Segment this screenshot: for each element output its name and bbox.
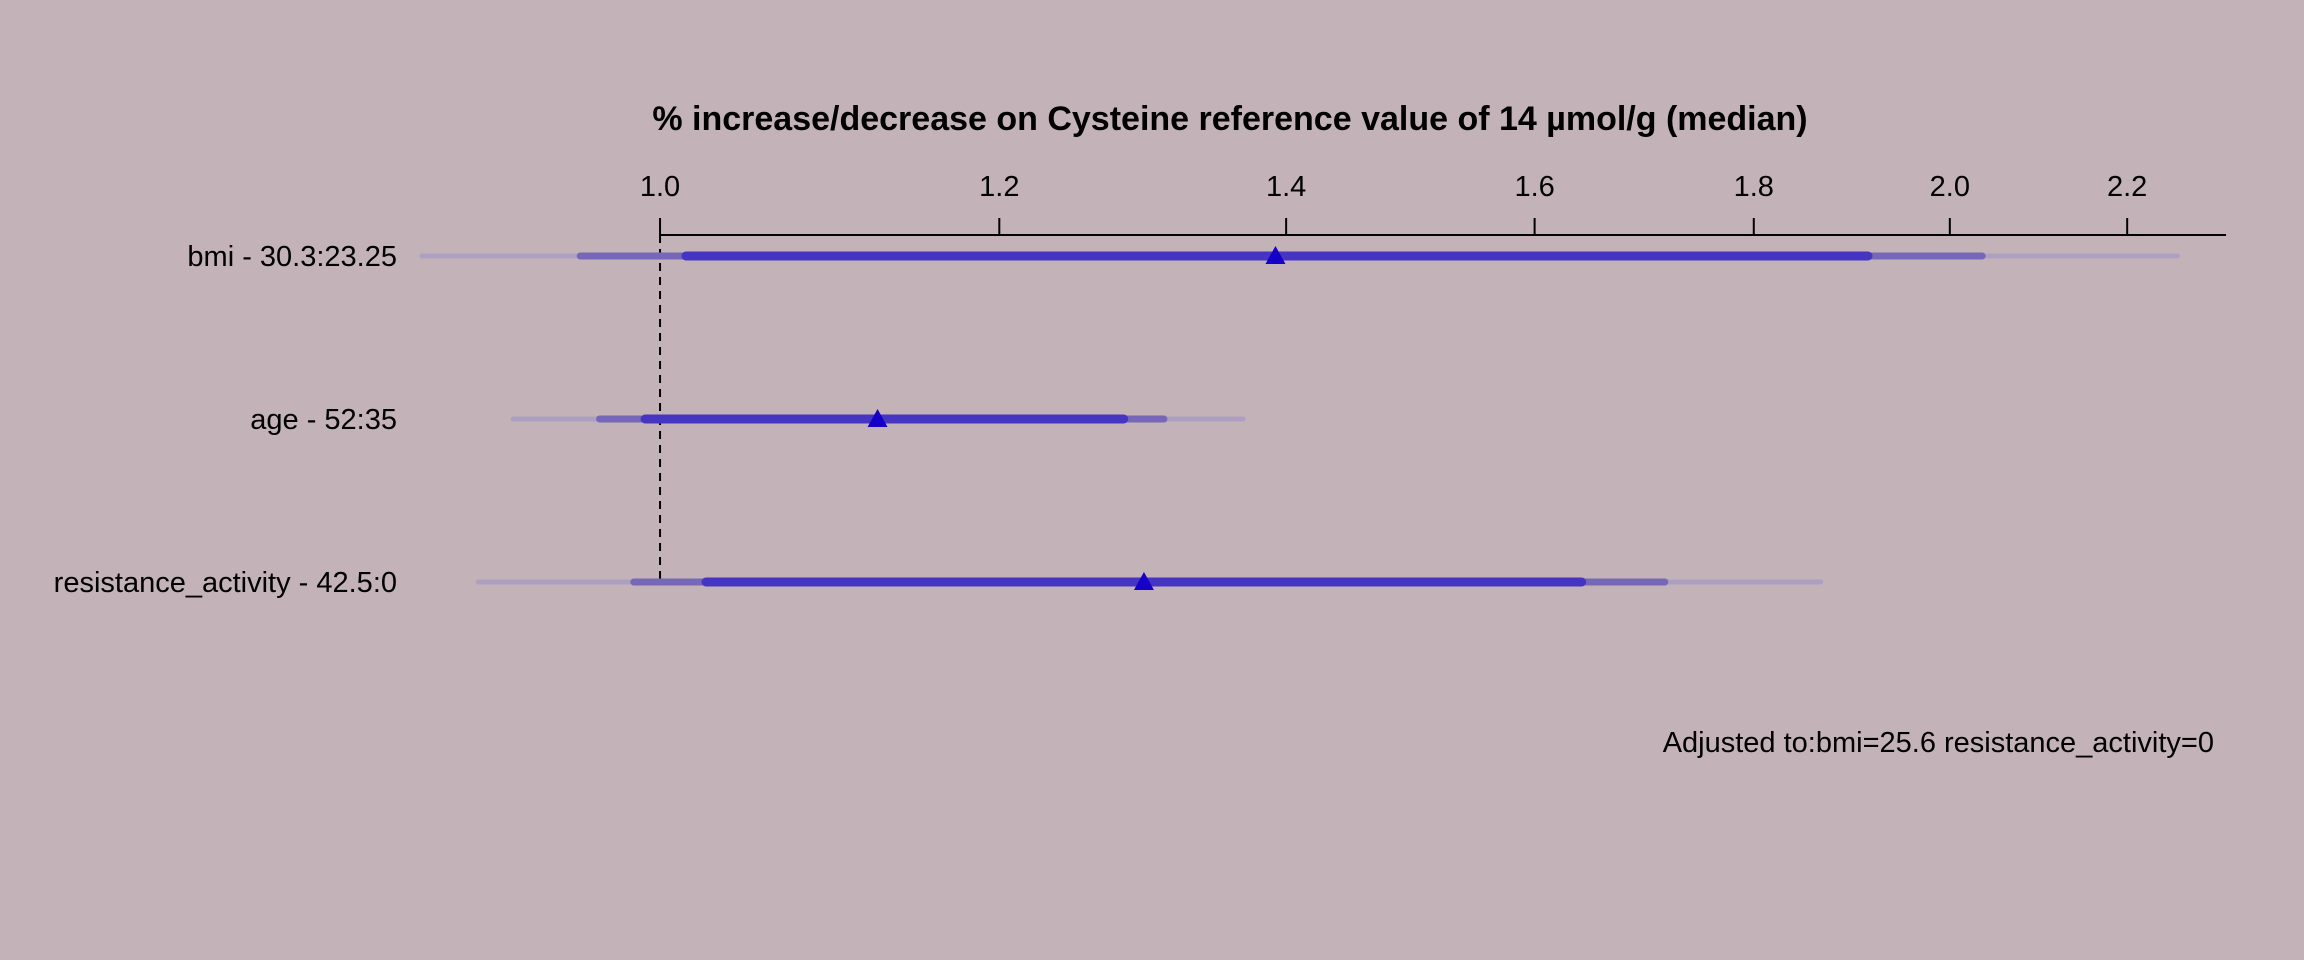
effect-row-2: resistance_activity - 42.5:0 xyxy=(54,567,1824,599)
x-tick-label-1: 1.2 xyxy=(979,171,1019,203)
x-tick-label-0: 1.0 xyxy=(640,171,680,203)
estimate-marker-2 xyxy=(1133,572,1154,590)
row-label-2: resistance_activity - 42.5:0 xyxy=(54,567,397,599)
x-tick-label-2: 1.4 xyxy=(1266,171,1306,203)
x-tick-label-4: 1.8 xyxy=(1734,171,1774,203)
x-axis: 1.0 1.2 1.4 1.6 1.8 2.0 2.2 xyxy=(640,171,2226,236)
x-tick-label-3: 1.6 xyxy=(1514,171,1554,203)
x-tick-label-5: 2.0 xyxy=(1930,171,1970,203)
estimate-marker-1 xyxy=(867,409,888,427)
adjustment-note: Adjusted to:bmi=25.6 resistance_activity… xyxy=(1663,727,2214,759)
x-tick-label-6: 2.2 xyxy=(2107,171,2147,203)
effect-row-0: bmi - 30.3:23.25 xyxy=(187,241,2180,273)
estimate-marker-0 xyxy=(1265,246,1286,264)
chart-title: % increase/decrease on Cysteine referenc… xyxy=(652,100,1807,138)
row-label-1: age - 52:35 xyxy=(250,404,397,436)
row-label-0: bmi - 30.3:23.25 xyxy=(187,241,397,273)
effect-row-1: age - 52:35 xyxy=(250,404,1246,436)
effect-rows: bmi - 30.3:23.25 age - 52:35 resistance_ac… xyxy=(54,241,2180,599)
